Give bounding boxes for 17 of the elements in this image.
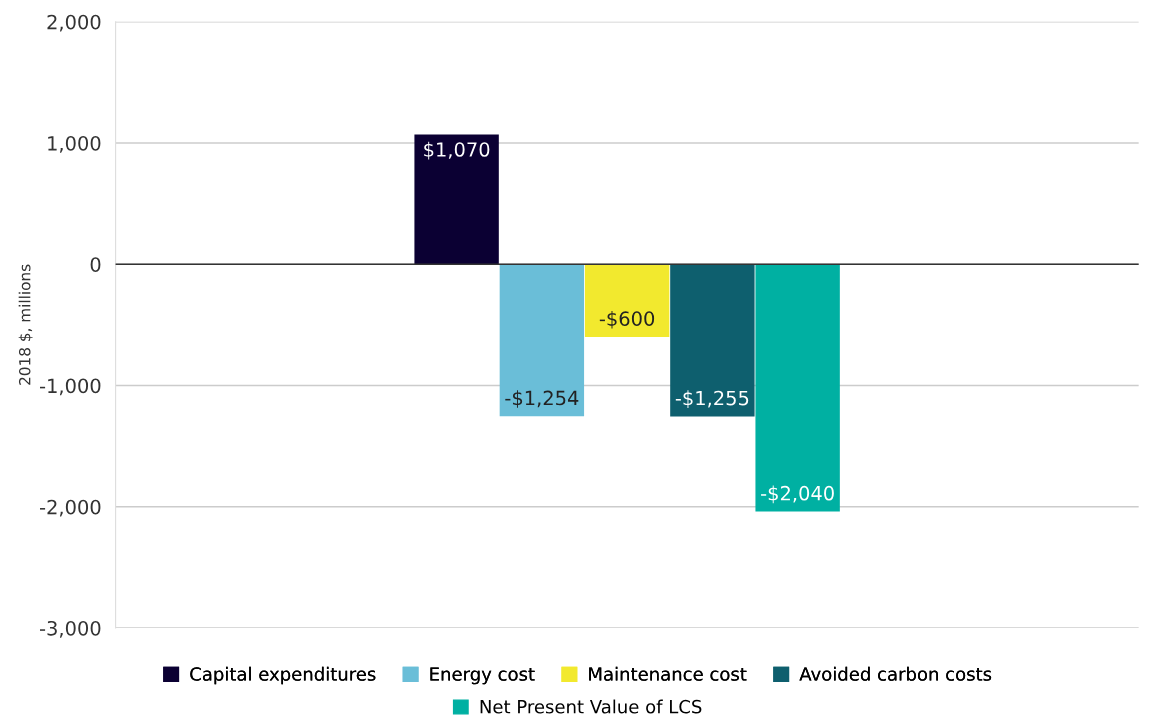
- legend-label: Energy cost: [430, 667, 535, 685]
- legend-label: Capital expenditures: [190, 666, 376, 685]
- data-label: -$1,255: [675, 390, 749, 408]
- y-tick-label: -1,000: [39, 378, 101, 396]
- y-tick-label: 2,000: [47, 14, 101, 32]
- y-tick-label: -3,000: [39, 620, 101, 638]
- data-label: -$1,254: [505, 390, 579, 408]
- data-label: $1,070: [424, 141, 490, 160]
- y-tick-label: 1,000: [48, 135, 101, 153]
- y-tick-label: -2,000: [39, 499, 101, 517]
- legend-label: Maintenance cost: [589, 666, 747, 681]
- data-label: -$600: [599, 310, 655, 329]
- data-label: -$2,040: [761, 485, 834, 504]
- legend-label: Net Present Value of LCS: [480, 699, 702, 714]
- y-tick-label: 0: [90, 257, 101, 272]
- legend-label: Avoided carbon costs: [799, 666, 992, 681]
- y-axis-title: 2018 $, millions: [18, 264, 33, 385]
